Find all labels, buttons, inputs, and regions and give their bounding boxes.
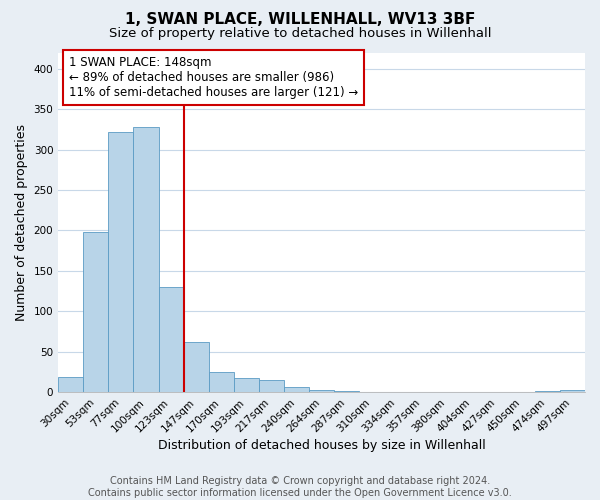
Text: 1, SWAN PLACE, WILLENHALL, WV13 3BF: 1, SWAN PLACE, WILLENHALL, WV13 3BF [125,12,475,28]
Bar [58,377,83,392]
Text: 1 SWAN PLACE: 148sqm
← 89% of detached houses are smaller (986)
11% of semi-deta: 1 SWAN PLACE: 148sqm ← 89% of detached h… [69,56,358,99]
Bar [234,378,259,392]
Text: Size of property relative to detached houses in Willenhall: Size of property relative to detached ho… [109,28,491,40]
Bar [209,372,234,392]
Bar [284,386,309,392]
Bar [309,390,334,392]
X-axis label: Distribution of detached houses by size in Willenhall: Distribution of detached houses by size … [158,440,485,452]
Bar [83,232,109,392]
Bar [184,342,209,392]
Text: Contains HM Land Registry data © Crown copyright and database right 2024.
Contai: Contains HM Land Registry data © Crown c… [88,476,512,498]
Bar [560,390,585,392]
Bar [133,127,158,392]
Bar [158,287,184,392]
Y-axis label: Number of detached properties: Number of detached properties [15,124,28,321]
Bar [109,132,133,392]
Bar [259,380,284,392]
